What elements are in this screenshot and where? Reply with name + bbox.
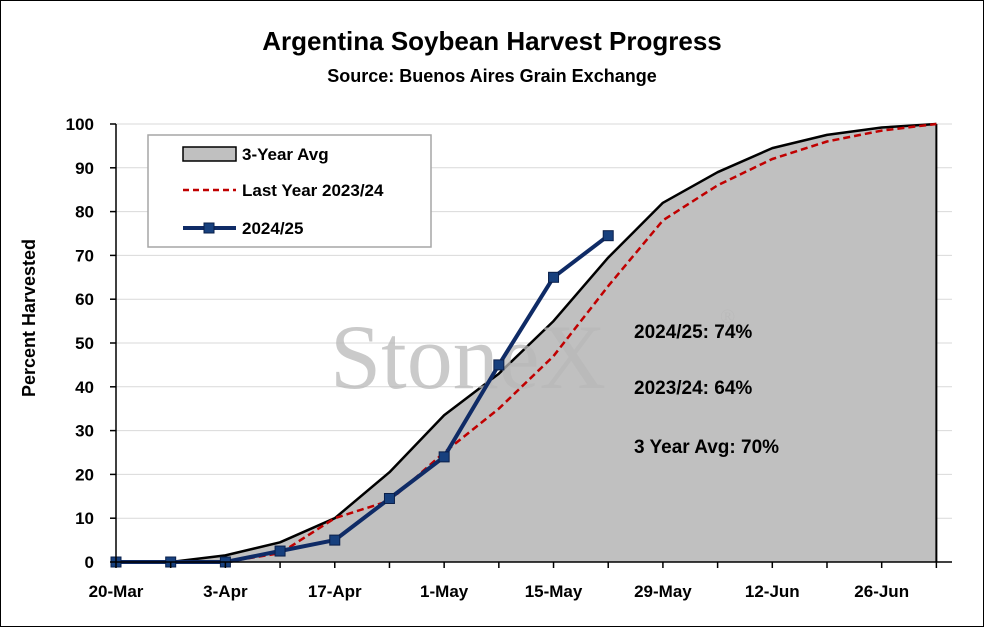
legend-label-2024-25: 2024/25: [242, 219, 303, 238]
line-3-year-avg: [116, 122, 937, 564]
y-tick-label-70: 70: [75, 246, 94, 265]
y-tick-label-100: 100: [66, 115, 94, 134]
y-tick-label-0: 0: [85, 553, 94, 572]
y-tick-label-80: 80: [75, 203, 94, 222]
annotation-3-year-avg: 3 Year Avg: 70%: [634, 437, 779, 458]
y-tick-label-90: 90: [75, 159, 94, 178]
legend-swatch-3-year-avg: [182, 146, 237, 162]
x-tick-label-29-May: 29-May: [634, 582, 692, 601]
legend-label-3-year-avg: 3-Year Avg: [242, 145, 329, 164]
y-tick-label-40: 40: [75, 378, 94, 397]
watermark-registered-mark: ®: [720, 306, 735, 328]
marker-2024-25-6: [438, 451, 450, 463]
marker-2024-25-9: [602, 230, 614, 242]
y-tick-label-60: 60: [75, 290, 94, 309]
series-3-year-avg-area: [116, 122, 938, 564]
x-tick-label-17-Apr: 17-Apr: [308, 582, 362, 601]
x-tick-label-1-May: 1-May: [420, 582, 469, 601]
area-fill-3-year-avg: [116, 124, 937, 562]
y-tick-label-50: 50: [75, 334, 94, 353]
marker-2024-25-3: [274, 545, 286, 557]
marker-2024-25-7: [493, 359, 505, 371]
x-tick-labels: 20-Mar 3-Apr 17-Apr 1-May 15-May 29-May 12-Jun…: [89, 582, 909, 601]
x-tick-label-12-Jun: 12-Jun: [745, 582, 800, 601]
marker-2024-25-8: [548, 271, 560, 283]
y-axis-label: Percent Harvested: [19, 239, 39, 397]
y-tick-label-30: 30: [75, 422, 94, 441]
stonex-watermark: StoneX ®: [330, 306, 735, 408]
y-tick-label-20: 20: [75, 465, 94, 484]
y-tick-labels: 0 10 20 30 40 50 60 70 80 90 100: [66, 115, 94, 572]
chart-title: Argentina Soybean Harvest Progress: [262, 26, 722, 56]
chart-subtitle: Source: Buenos Aires Grain Exchange: [327, 66, 657, 86]
y-tick-label-10: 10: [75, 509, 94, 528]
annotation-2024-25: 2024/25: 74%: [634, 322, 752, 343]
marker-2024-25-4: [329, 534, 341, 546]
x-tick-label-15-May: 15-May: [525, 582, 583, 601]
legend-swatch-2024-25-marker: [203, 222, 215, 234]
x-tick-label-3-Apr: 3-Apr: [203, 582, 248, 601]
marker-2024-25-5: [383, 492, 395, 504]
x-tick-label-26-Jun: 26-Jun: [854, 582, 909, 601]
legend: 3-Year Avg Last Year 2023/24 2024/25: [147, 134, 432, 248]
axes: [110, 123, 952, 568]
annotation-2023-24: 2023/24: 64%: [634, 378, 752, 399]
legend-label-last-year: Last Year 2023/24: [242, 181, 384, 200]
x-tick-label-20-Mar: 20-Mar: [89, 582, 144, 601]
watermark-text: StoneX: [330, 306, 606, 408]
